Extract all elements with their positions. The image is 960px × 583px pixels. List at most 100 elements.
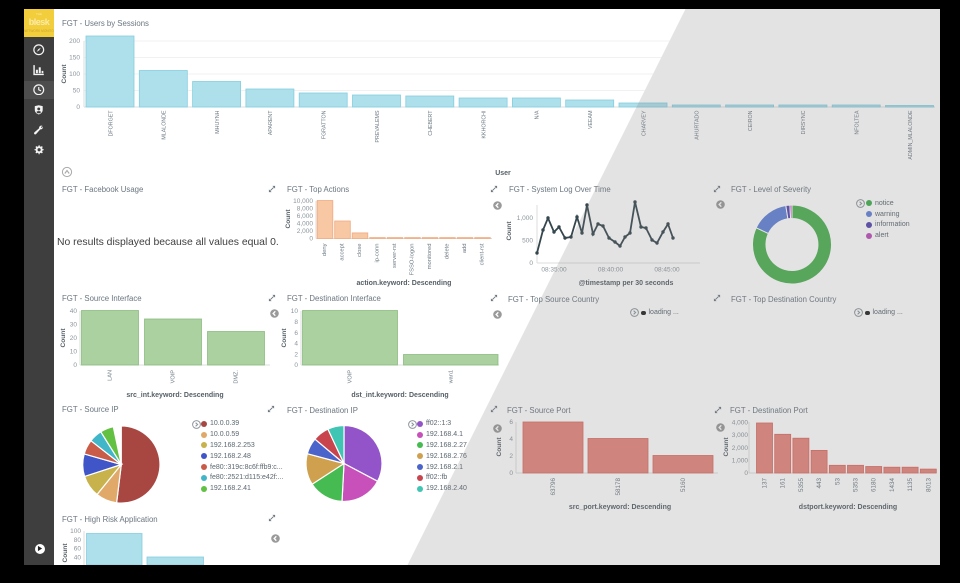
- svg-text:0: 0: [73, 362, 77, 369]
- svg-text:500: 500: [522, 238, 533, 245]
- svg-text:0: 0: [294, 362, 298, 369]
- svg-text:CEIRON: CEIRON: [748, 110, 754, 131]
- svg-text:161: 161: [780, 478, 787, 489]
- svg-text:LAN: LAN: [108, 370, 114, 381]
- svg-text:10,000: 10,000: [293, 198, 313, 205]
- svg-text:137: 137: [762, 478, 769, 489]
- svg-text:8,000: 8,000: [297, 206, 314, 213]
- svg-text:4,000: 4,000: [732, 420, 749, 427]
- svg-text:close: close: [357, 244, 363, 258]
- svg-text:DMZ.: DMZ.: [234, 370, 240, 384]
- svg-text:2,000: 2,000: [732, 445, 749, 452]
- svg-text:150: 150: [69, 55, 80, 62]
- svg-text:0: 0: [76, 104, 80, 111]
- svg-text:src_port.keyword: Descending: src_port.keyword: Descending: [569, 504, 671, 511]
- svg-text:40: 40: [74, 555, 82, 562]
- svg-text:63796: 63796: [550, 478, 557, 496]
- svg-text:Count: Count: [281, 328, 288, 348]
- svg-text:MLALONDE: MLALONDE: [162, 110, 168, 140]
- svg-text:dstport.keyword: Descending: dstport.keyword: Descending: [799, 504, 897, 511]
- svg-text:5355: 5355: [798, 478, 805, 493]
- svg-text:53: 53: [834, 478, 841, 486]
- svg-text:VOIP: VOIP: [348, 370, 354, 384]
- svg-text:Count: Count: [285, 209, 292, 229]
- svg-text:1434: 1434: [889, 478, 896, 493]
- svg-text:2: 2: [509, 453, 513, 460]
- svg-text:Count: Count: [61, 64, 68, 84]
- svg-text:100: 100: [69, 71, 80, 78]
- svg-text:8: 8: [294, 319, 298, 326]
- svg-text:6: 6: [509, 419, 513, 426]
- svg-text:10: 10: [70, 349, 78, 356]
- svg-text:KKHORCHI: KKHORCHI: [481, 110, 487, 138]
- svg-text:monitored: monitored: [427, 244, 433, 270]
- svg-text:Count: Count: [60, 328, 67, 348]
- svg-text:VEEAM: VEEAM: [588, 111, 594, 130]
- svg-text:accept: accept: [340, 243, 346, 260]
- svg-text:server-rst: server-rst: [392, 243, 398, 268]
- svg-text:ip-conn: ip-conn: [375, 244, 381, 263]
- svg-text:src_int.keyword: Descending: src_int.keyword: Descending: [126, 392, 223, 399]
- svg-text:Count: Count: [506, 221, 513, 241]
- svg-text:6: 6: [294, 330, 298, 337]
- svg-text:08:45:00: 08:45:00: [654, 267, 680, 274]
- svg-text:wan1: wan1: [449, 370, 455, 384]
- svg-text:0: 0: [529, 260, 533, 267]
- svg-text:Count: Count: [496, 437, 503, 457]
- svg-text:FSSO-logon: FSSO-logon: [410, 244, 416, 276]
- svg-text:6,000: 6,000: [297, 213, 314, 220]
- svg-text:ADMIN_MLALONDE: ADMIN_MLALONDE: [908, 110, 914, 160]
- svg-text:APARENT: APARENT: [268, 110, 274, 135]
- svg-text:CHEBERT: CHEBERT: [428, 110, 434, 136]
- svg-text:1135: 1135: [907, 478, 914, 492]
- svg-text:client-rst: client-rst: [480, 243, 486, 265]
- svg-text:2: 2: [294, 351, 298, 358]
- svg-text:1,000: 1,000: [517, 215, 534, 222]
- svg-text:add: add: [462, 244, 468, 254]
- svg-text:58178: 58178: [615, 478, 622, 496]
- svg-text:200: 200: [69, 38, 80, 45]
- svg-text:0: 0: [744, 470, 748, 477]
- svg-text:MHUYNH: MHUYNH: [215, 110, 221, 133]
- svg-text:VOIP: VOIP: [171, 370, 177, 384]
- svg-text:100: 100: [70, 528, 81, 535]
- svg-text:40: 40: [70, 308, 78, 315]
- svg-text:30: 30: [70, 322, 78, 329]
- svg-text:5353: 5353: [853, 478, 860, 493]
- svg-text:4: 4: [294, 341, 298, 348]
- svg-text:N/A: N/A: [535, 110, 541, 119]
- svg-text:20: 20: [70, 335, 78, 342]
- svg-text:DIRSYNC: DIRSYNC: [801, 110, 807, 134]
- svg-text:PREVALEMS: PREVALEMS: [375, 110, 381, 142]
- svg-text:2,000: 2,000: [297, 228, 314, 235]
- svg-text:10: 10: [291, 308, 299, 315]
- svg-text:4: 4: [509, 436, 513, 443]
- svg-text:FGRATTON: FGRATTON: [322, 110, 328, 139]
- svg-text:@timestamp per 30 seconds: @timestamp per 30 seconds: [579, 280, 674, 287]
- svg-text:6180: 6180: [871, 478, 878, 493]
- svg-text:443: 443: [816, 478, 823, 489]
- svg-text:CHARVEY: CHARVEY: [641, 110, 647, 136]
- svg-text:Count: Count: [62, 543, 69, 563]
- svg-text:deny: deny: [322, 243, 328, 256]
- svg-text:5160: 5160: [680, 478, 687, 493]
- svg-text:Count: Count: [723, 437, 730, 457]
- svg-text:User: User: [495, 170, 511, 177]
- svg-text:3,000: 3,000: [732, 432, 749, 439]
- svg-text:dst_int.keyword: Descending: dst_int.keyword: Descending: [351, 392, 448, 399]
- svg-text:1,000: 1,000: [732, 458, 749, 465]
- svg-text:0: 0: [509, 470, 513, 477]
- svg-text:delete: delete: [445, 244, 451, 260]
- svg-text:AHURTADO: AHURTADO: [695, 111, 701, 140]
- svg-text:8013: 8013: [925, 478, 932, 493]
- svg-text:60: 60: [74, 546, 82, 553]
- svg-text:0: 0: [309, 236, 313, 243]
- svg-text:08:35:00: 08:35:00: [541, 267, 567, 274]
- svg-text:80: 80: [74, 537, 82, 544]
- svg-text:action.keyword: Descending: action.keyword: Descending: [357, 280, 452, 287]
- svg-text:NFOLTEA: NFOLTEA: [855, 110, 861, 135]
- svg-text:08:40:00: 08:40:00: [598, 267, 624, 274]
- svg-text:50: 50: [73, 88, 81, 95]
- svg-text:DFORGET: DFORGET: [108, 110, 114, 137]
- svg-text:4,000: 4,000: [297, 221, 314, 228]
